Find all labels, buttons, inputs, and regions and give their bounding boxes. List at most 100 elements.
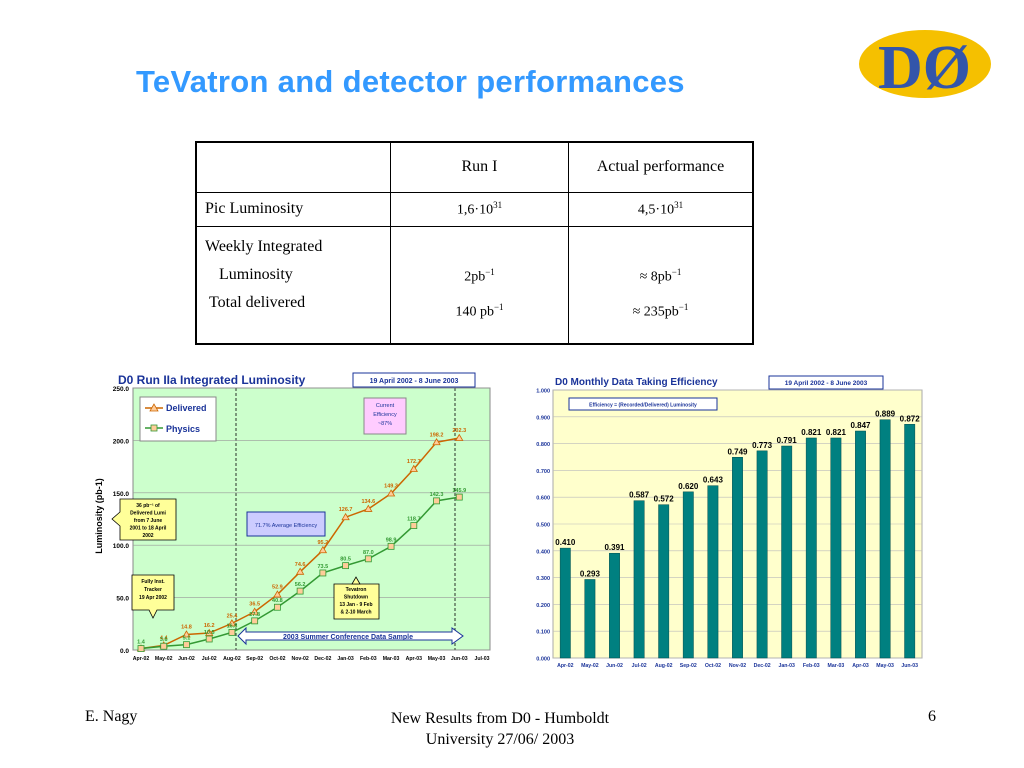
lum-point-label: 4.4 (160, 635, 169, 641)
lum-point-delivered (364, 504, 373, 512)
lum-ytick: 0.0 (120, 648, 129, 655)
lum-point-label: 198.2 (430, 432, 444, 438)
eff-ytick: 0.400 (536, 549, 550, 555)
weekly-integrated-label: Weekly Integrated (205, 237, 323, 255)
lum-xtick: Nov-02 (291, 656, 308, 662)
note3-line: Shutdown (344, 595, 368, 601)
lum-point-label: 87.0 (363, 550, 374, 556)
eff-ytick: 0.800 (536, 442, 550, 448)
lum-point-delivered (295, 567, 305, 575)
eff-bar-label: 0.293 (580, 569, 601, 578)
current-eff-2: Efficiency (373, 412, 397, 418)
lum-point-delivered (318, 545, 328, 554)
note1-line: 2001 to 18 April (130, 526, 167, 532)
note1-line: from 7 June (134, 518, 163, 524)
lum-point-label: 142.3 (430, 492, 444, 498)
eff-bar (682, 491, 694, 659)
lum-xtick: May-02 (155, 656, 173, 662)
lum-point-physics (296, 587, 304, 595)
lum-point-delivered (250, 607, 259, 615)
eff-ytick: 1.000 (536, 389, 550, 395)
lum-point-physics (160, 642, 168, 650)
lum-xtick: Jul-02 (202, 656, 217, 662)
lum-point-label: 52.9 (272, 585, 283, 591)
lum-point-physics (251, 617, 259, 625)
eff-xtick: May-02 (581, 663, 599, 669)
eff-xtick: Dec-02 (754, 663, 771, 669)
legend-delivered: Delivered (166, 403, 207, 413)
note1-line: 36 pb⁻¹ of (136, 503, 160, 509)
lum-point-physics (205, 635, 213, 643)
footer-center-line1: New Results from D0 - Humboldt (390, 710, 610, 727)
lum-xtick: Jun-02 (178, 656, 195, 662)
eff-xtick: Nov-02 (729, 663, 746, 669)
lum-point-delivered (182, 630, 191, 638)
lum-point-label: 149.3 (384, 484, 398, 490)
eff-bar (707, 485, 719, 659)
lum-point-physics (183, 641, 190, 649)
lum-point-label: 145.9 (452, 488, 466, 494)
total-delivered-label: Total delivered (209, 293, 306, 311)
eff-xtick: Apr-03 (852, 663, 869, 669)
lum-xtick: Apr-03 (406, 656, 423, 662)
lum-xtick: Dec-02 (314, 656, 331, 662)
eff-bar (879, 419, 891, 659)
eff-bar (805, 437, 817, 659)
eff-bar (756, 450, 768, 659)
lum-xtick: Mar-03 (383, 656, 400, 662)
efficiency-chart: D0 Monthly Data Taking Efficiency 19 Apr… (525, 370, 925, 675)
eff-ytick: 0.700 (536, 469, 550, 475)
eff-bar-label: 0.749 (727, 447, 748, 456)
eff-bar (584, 579, 596, 659)
eff-bar (658, 504, 670, 659)
lum-ytick: 150.0 (113, 491, 130, 498)
lum-xtick: Jun-03 (451, 656, 468, 662)
eff-xtick: Jul-02 (632, 663, 647, 669)
lum-date-range: 19 April 2002 - 8 June 2003 (370, 378, 459, 385)
lum-xtick: Jul-03 (475, 656, 490, 662)
lum-point-label: 14.8 (181, 624, 192, 630)
header-run1: Run I (390, 141, 569, 193)
note1-line: 2002 (142, 533, 153, 539)
eff-bar-label: 0.821 (826, 428, 847, 437)
lum-chart-title: D0 Run IIa Integrated Luminosity (118, 373, 306, 387)
lum-point-label: 10.5 (204, 630, 215, 636)
eff-xtick: Feb-03 (803, 663, 820, 669)
lum-point-delivered (341, 512, 350, 521)
lum-point-label: 118.7 (407, 517, 420, 523)
eff-bar (830, 437, 842, 659)
footer-author: E. Nagy (85, 708, 138, 725)
lum-point-label: 36.5 (249, 602, 260, 608)
lum-xtick: May-03 (428, 656, 446, 662)
note3-line: Tevatron (346, 587, 367, 593)
eff-xtick: Jun-02 (606, 663, 623, 669)
slide-title: TeVatron and detector performances (136, 64, 685, 99)
lum-point-delivered (205, 628, 214, 636)
total-actual: ≈ 235pb−1 (632, 302, 689, 320)
lum-point-delivered (386, 489, 396, 497)
lum-point-delivered (409, 464, 418, 472)
lum-ytick: 250.0 (113, 386, 130, 393)
note3-line: & 2-10 March (340, 610, 371, 616)
eff-ytick: 0.000 (536, 657, 550, 663)
weekly-run1: 2pb−1 (464, 266, 495, 285)
lum-point-label: 73.5 (318, 564, 329, 570)
eff-bar-label: 0.410 (555, 538, 576, 547)
eff-bar-label: 0.391 (604, 543, 625, 552)
lum-point-delivered (455, 433, 464, 441)
lum-point-physics (319, 569, 327, 577)
header-actual: Actual performance (568, 141, 754, 193)
eff-bar (904, 424, 916, 659)
lum-point-physics (410, 522, 418, 530)
eff-bar (559, 547, 571, 659)
pic-lum-run1: 1,6·1031 (390, 191, 569, 227)
lum-point-physics (137, 645, 145, 652)
total-run1: 140 pb−1 (455, 302, 504, 320)
eff-xtick: Oct-02 (705, 663, 721, 669)
current-eff-1: Current (376, 403, 395, 409)
eff-ytick: 0.600 (536, 496, 550, 502)
lum-point-label: 25.4 (227, 613, 239, 619)
eff-bar-label: 0.821 (801, 428, 822, 437)
eff-xtick: Aug-02 (655, 663, 673, 669)
lum-point-label: 172.7 (407, 459, 421, 465)
